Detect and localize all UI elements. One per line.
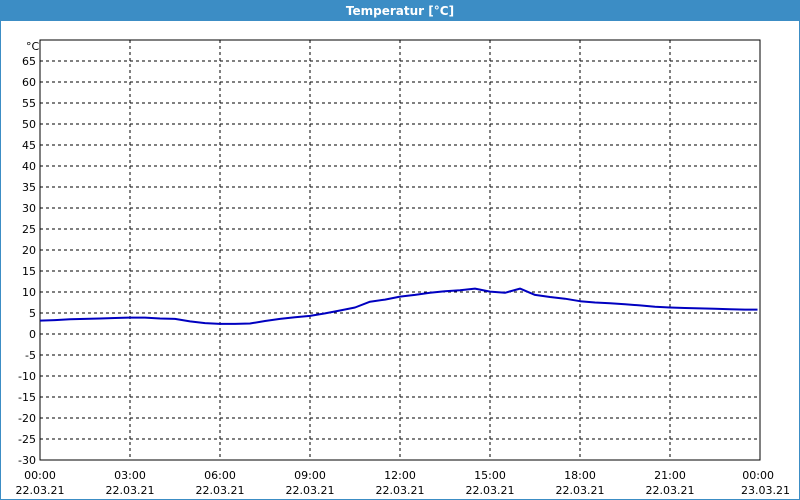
x-tick-date: 22.03.21	[286, 484, 335, 497]
x-tick-time: 18:00	[564, 469, 596, 482]
x-tick-time: 12:00	[384, 469, 416, 482]
y-tick-label: 55	[22, 97, 36, 110]
series-group	[39, 287, 758, 325]
y-tick-label: 15	[22, 265, 36, 278]
y-tick-label: -10	[18, 370, 36, 383]
y-tick-label: 50	[22, 118, 36, 131]
x-tick-date: 22.03.21	[196, 484, 245, 497]
x-tick-date: 22.03.21	[466, 484, 515, 497]
x-tick-date: 22.03.21	[556, 484, 605, 497]
x-tick-date: 22.03.21	[16, 484, 65, 497]
y-tick-label: 25	[22, 223, 36, 236]
y-tick-label: 10	[22, 286, 36, 299]
x-tick-date: 23.03.21	[741, 484, 790, 497]
y-tick-label: -20	[18, 412, 36, 425]
y-tick-label: 65	[22, 55, 36, 68]
y-tick-label: 40	[22, 160, 36, 173]
y-tick-label: 45	[22, 139, 36, 152]
x-tick-labels: 00:00 22.03.21 03:00 22.03.21 06:00 22.03.21 0…	[16, 469, 790, 497]
y-tick-label: 35	[22, 181, 36, 194]
x-tick-time: 03:00	[114, 469, 146, 482]
x-tick-time: 00:00	[742, 469, 774, 482]
y-tick-label: -25	[18, 433, 36, 446]
x-tick-date: 22.03.21	[106, 484, 155, 497]
x-tick-time: 09:00	[294, 469, 326, 482]
y-tick-label: -15	[18, 391, 36, 404]
y-tick-label: 20	[22, 244, 36, 257]
y-axis-label: °C	[26, 40, 40, 53]
x-tick-time: 21:00	[654, 469, 686, 482]
x-tick-time: 06:00	[204, 469, 236, 482]
y-tick-labels: 65605550454035302520151050-5-10-15-20-25…	[18, 55, 36, 467]
y-tick-label: 0	[29, 328, 36, 341]
temperature-series-line	[39, 287, 758, 325]
x-tick-time: 15:00	[474, 469, 506, 482]
y-tick-label: -30	[18, 454, 36, 467]
y-tick-label: 5	[29, 307, 36, 320]
window-title: Temperatur [°C]	[1, 1, 799, 21]
x-tick-date: 22.03.21	[376, 484, 425, 497]
grid-lines	[40, 40, 760, 460]
y-tick-label: -5	[25, 349, 36, 362]
x-tick-date: 22.03.21	[646, 484, 695, 497]
y-tick-label: 30	[22, 202, 36, 215]
plot-area	[39, 39, 761, 461]
x-tick-time: 00:00	[24, 469, 56, 482]
y-tick-label: 60	[22, 76, 36, 89]
